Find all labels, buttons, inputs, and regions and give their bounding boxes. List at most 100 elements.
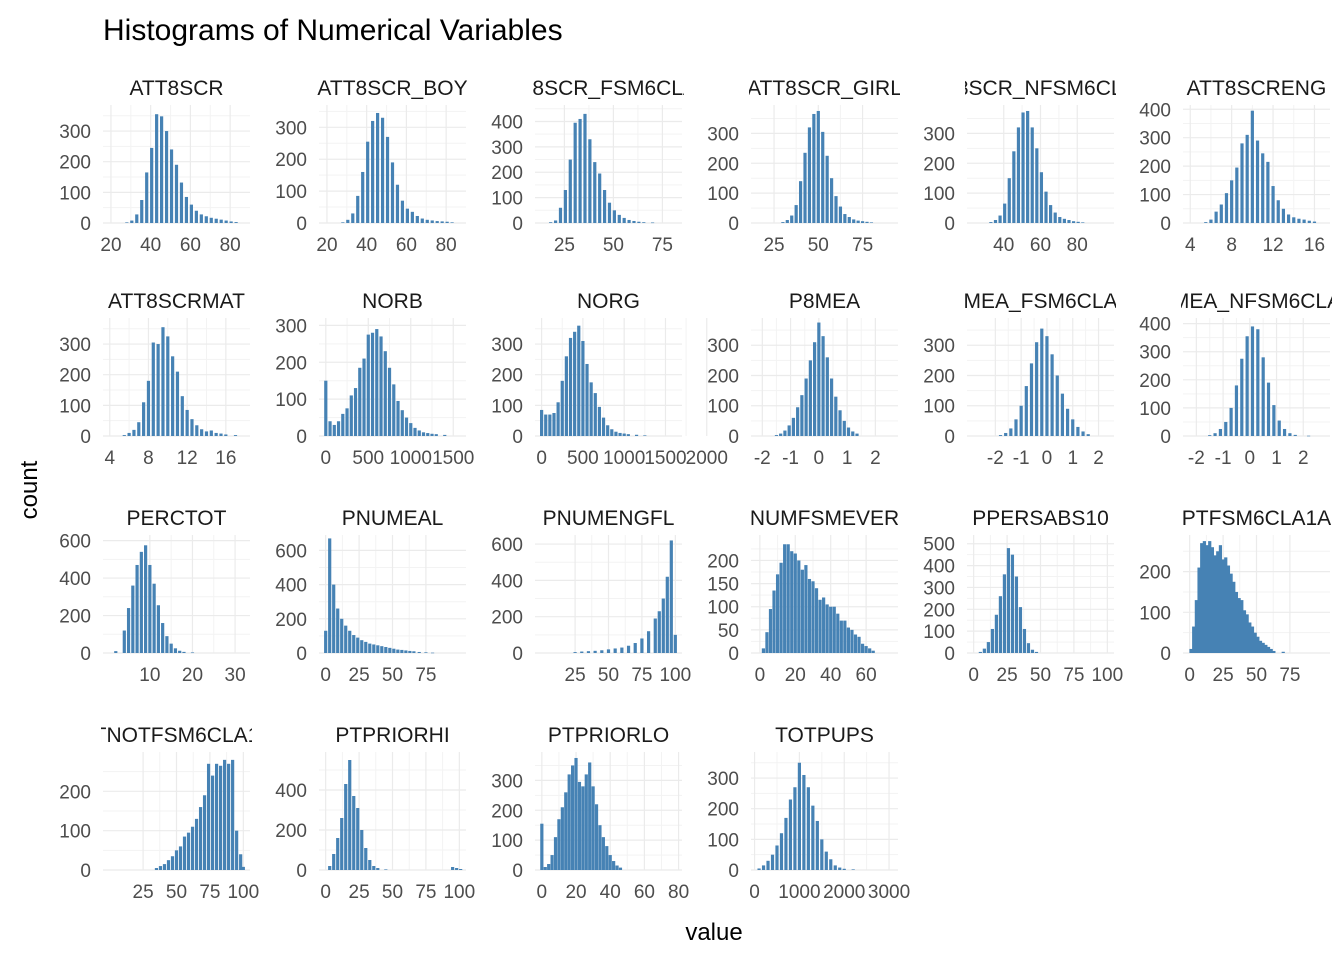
- x-tick-label: 500: [352, 448, 384, 469]
- histogram-bar: [434, 434, 438, 436]
- histogram-bar: [372, 866, 376, 870]
- histogram-bar: [140, 200, 144, 223]
- histogram-bar: [843, 214, 847, 223]
- histogram-bar: [137, 422, 141, 436]
- histogram-bar: [417, 651, 421, 653]
- histogram-bar: [1256, 329, 1260, 436]
- histogram-bar: [1209, 219, 1213, 223]
- histogram-bar: [332, 854, 336, 870]
- y-tick-label: 300: [923, 578, 955, 599]
- histogram-bar: [998, 435, 1003, 436]
- y-tick-label: 200: [707, 551, 739, 572]
- histogram-bar: [788, 799, 793, 870]
- histogram-bar: [375, 329, 379, 436]
- histogram-bar: [540, 409, 544, 436]
- histogram-bar: [1194, 600, 1198, 653]
- y-tick-label: 400: [1139, 100, 1171, 121]
- histogram-bar: [1197, 567, 1201, 653]
- panel: PTPRIORHI 0 200 400 0 25 50 75 100: [275, 724, 475, 903]
- histogram-bar: [993, 220, 998, 223]
- histogram-bar: [817, 322, 821, 436]
- histogram-bar: [818, 599, 822, 653]
- x-tick-label: 0: [755, 665, 766, 686]
- y-tick-label: 200: [1139, 371, 1171, 392]
- histogram-bar: [793, 787, 797, 870]
- histogram-bars: [549, 113, 655, 224]
- facet-strip-label: ATT8SCR: [129, 77, 223, 100]
- y-tick-label: 300: [707, 124, 739, 145]
- histogram-bars: [324, 538, 435, 654]
- histogram-bar: [646, 631, 651, 653]
- x-tick-label: 80: [668, 882, 689, 903]
- histogram-bar: [182, 836, 187, 870]
- facet-strip-label: PNUMEAL: [342, 507, 444, 530]
- histogram-bar: [229, 221, 233, 223]
- histogram-bar: [1081, 222, 1085, 224]
- histogram-bar: [610, 429, 614, 436]
- histogram-bar: [445, 221, 449, 223]
- histogram-bar: [352, 635, 356, 653]
- histogram-bar: [440, 221, 444, 223]
- histogram-bar: [1219, 204, 1223, 223]
- histogram-bar: [1049, 205, 1053, 223]
- panel: ATT8SCR_BOY 0 100 200 300 20 40 60 80: [275, 77, 467, 256]
- histogram-bar: [1030, 649, 1035, 653]
- histogram-bar: [1245, 336, 1249, 436]
- histogram-bar: [392, 384, 396, 436]
- histogram-bar: [833, 865, 837, 870]
- histogram-bar: [1242, 610, 1247, 653]
- y-tick-label: 100: [707, 397, 739, 418]
- histogram-bar: [388, 647, 392, 653]
- facet-strip-label: ATT8SCR_FSM6CLA1A: [494, 77, 722, 100]
- histogram-bar: [1018, 607, 1023, 653]
- histogram-bar: [784, 817, 788, 870]
- histogram-bar: [1281, 208, 1286, 223]
- histogram-bar: [204, 216, 208, 223]
- histogram-bar: [1067, 220, 1071, 223]
- y-tick-label: 400: [491, 112, 523, 133]
- histogram-bar: [1312, 221, 1317, 223]
- histogram-bar: [765, 632, 769, 653]
- histogram-bar: [214, 763, 219, 870]
- x-tick-label: 50: [382, 665, 403, 686]
- histogram-bar: [360, 830, 364, 870]
- y-tick-label: 200: [275, 821, 307, 842]
- histogram-bar: [593, 650, 597, 653]
- histogram-bar: [1202, 541, 1206, 653]
- histogram-bar: [832, 606, 836, 653]
- facet-strip-label: ATT8SCRENG: [1187, 77, 1327, 100]
- histogram-bar: [424, 652, 428, 653]
- y-tick-label: 300: [491, 771, 523, 792]
- histogram-bar: [224, 220, 228, 223]
- histogram-bar: [430, 652, 435, 654]
- x-tick-label: 4: [1185, 235, 1196, 256]
- histogram-bar: [1282, 428, 1287, 436]
- histogram-bars: [757, 762, 855, 870]
- histogram-bar: [380, 646, 384, 653]
- x-tick-label: 25: [133, 882, 154, 903]
- y-tick-label: 200: [707, 366, 739, 387]
- histogram-bar: [612, 210, 616, 223]
- histogram-bar: [1055, 375, 1059, 436]
- histogram-bar: [836, 613, 840, 653]
- histogram-bar: [820, 839, 824, 870]
- histogram-bar: [178, 650, 182, 653]
- histogram-bar: [573, 122, 577, 223]
- x-tick-label: 1000: [603, 448, 645, 469]
- x-tick-label: 500: [567, 448, 599, 469]
- histogram-bar: [853, 634, 858, 653]
- y-tick-label: 200: [59, 782, 91, 803]
- y-tick-label: 0: [296, 427, 307, 448]
- histogram-bar: [195, 425, 199, 436]
- histogram-bar: [1026, 643, 1031, 653]
- histogram-bar: [395, 184, 400, 223]
- y-tick-label: 50: [718, 621, 739, 642]
- histogram-bar: [1248, 622, 1252, 653]
- panel-grid: [535, 105, 682, 224]
- y-tick-label: 200: [1139, 563, 1171, 584]
- y-tick-label: 400: [275, 576, 307, 597]
- histogram-bar: [839, 620, 843, 653]
- x-tick-label: 0: [1245, 448, 1256, 469]
- x-tick-label: 40: [820, 665, 841, 686]
